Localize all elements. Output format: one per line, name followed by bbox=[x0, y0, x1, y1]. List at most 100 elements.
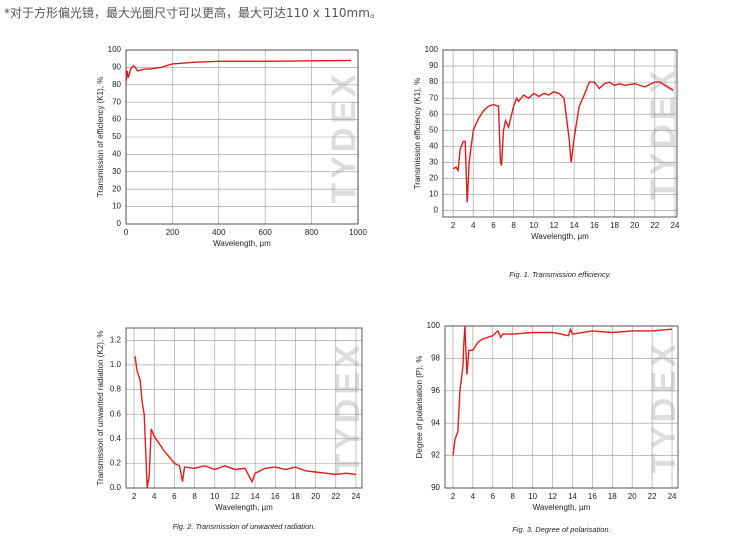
x-tick-label: 10 bbox=[528, 492, 537, 501]
x-tick-label: 6 bbox=[172, 492, 177, 501]
y-tick-label: 90 bbox=[429, 61, 438, 70]
y-axis-label: Transmission of unwanted radiation (K2),… bbox=[96, 331, 105, 486]
x-tick-label: 16 bbox=[588, 492, 597, 501]
x-tick-label: 18 bbox=[610, 221, 619, 230]
y-tick-label: 40 bbox=[429, 141, 438, 150]
y-tick-label: 30 bbox=[112, 167, 121, 176]
y-tick-label: 100 bbox=[108, 45, 122, 54]
x-tick-label: 8 bbox=[510, 492, 515, 501]
caption: Fig. 3. Degree of polarisation. bbox=[512, 525, 610, 534]
y-tick-label: 0.2 bbox=[110, 458, 122, 467]
y-tick-label: 40 bbox=[112, 150, 121, 159]
y-tick-label: 0 bbox=[117, 219, 122, 228]
data-line bbox=[452, 325, 673, 456]
x-tick-label: 2 bbox=[451, 492, 456, 501]
x-tick-label: 12 bbox=[230, 492, 239, 501]
x-tick-label: 14 bbox=[568, 492, 577, 501]
x-tick-label: 600 bbox=[259, 228, 273, 237]
y-axis-label: Transmission of efficiency (K1), % bbox=[96, 77, 105, 197]
y-tick-label: 80 bbox=[429, 77, 438, 86]
y-tick-label: 10 bbox=[112, 202, 121, 211]
y-tick-label: 100 bbox=[425, 45, 439, 54]
y-tick-label: 50 bbox=[112, 132, 121, 141]
x-tick-label: 22 bbox=[331, 492, 340, 501]
x-axis-label: Wavelength, µm bbox=[213, 239, 271, 248]
y-tick-label: 0.8 bbox=[110, 385, 122, 394]
y-tick-label: 96 bbox=[431, 386, 440, 395]
x-tick-label: 0 bbox=[124, 228, 129, 237]
x-axis-label: Wavelength, µm bbox=[533, 503, 591, 512]
y-tick-label: 30 bbox=[429, 158, 438, 167]
x-tick-label: 6 bbox=[491, 221, 496, 230]
x-tick-label: 18 bbox=[291, 492, 300, 501]
y-axis-label: Degree of polarisation (P), % bbox=[415, 356, 424, 459]
y-tick-label: 20 bbox=[112, 184, 121, 193]
x-tick-label: 6 bbox=[491, 492, 496, 501]
x-tick-label: 12 bbox=[548, 492, 557, 501]
x-tick-label: 14 bbox=[251, 492, 260, 501]
x-tick-label: 2 bbox=[132, 492, 137, 501]
x-tick-label: 10 bbox=[210, 492, 219, 501]
y-tick-label: 70 bbox=[112, 97, 121, 106]
y-tick-label: 60 bbox=[429, 109, 438, 118]
y-tick-label: 80 bbox=[112, 80, 121, 89]
x-tick-label: 14 bbox=[570, 221, 579, 230]
y-tick-label: 10 bbox=[429, 190, 438, 199]
x-tick-label: 24 bbox=[671, 221, 680, 230]
y-tick-label: 60 bbox=[112, 115, 121, 124]
y-tick-label: 70 bbox=[429, 93, 438, 102]
data-line bbox=[452, 81, 674, 203]
watermark: TYDEX bbox=[329, 341, 367, 474]
y-tick-label: 100 bbox=[427, 321, 441, 330]
x-tick-label: 24 bbox=[351, 492, 360, 501]
x-axis-label: Wavelength, µm bbox=[531, 232, 589, 241]
x-tick-label: 1000 bbox=[349, 228, 367, 237]
y-tick-label: 90 bbox=[431, 483, 440, 492]
data-line bbox=[125, 59, 352, 82]
plot-frame bbox=[125, 327, 363, 489]
caption: Fig. 1. Transmission efficiency. bbox=[509, 270, 611, 279]
x-tick-label: 10 bbox=[529, 221, 538, 230]
x-axis-label: Wavelength, µm bbox=[215, 503, 273, 512]
x-tick-label: 200 bbox=[166, 228, 180, 237]
x-tick-label: 18 bbox=[608, 492, 617, 501]
watermark: TYDEX bbox=[645, 340, 683, 473]
plot-frame bbox=[125, 49, 359, 225]
x-tick-label: 24 bbox=[668, 492, 677, 501]
x-tick-label: 20 bbox=[311, 492, 320, 501]
y-axis-label: Transmission efficiency (K1), % bbox=[413, 78, 422, 190]
x-tick-label: 16 bbox=[271, 492, 280, 501]
x-tick-label: 20 bbox=[630, 221, 639, 230]
x-tick-label: 4 bbox=[152, 492, 157, 501]
x-tick-label: 8 bbox=[511, 221, 516, 230]
y-tick-label: 90 bbox=[112, 63, 121, 72]
x-tick-label: 4 bbox=[471, 221, 476, 230]
note: *对于方形偏光镜，最大光圈尺寸可以更高，最大可达110 x 110mm。 bbox=[4, 6, 382, 20]
x-tick-label: 400 bbox=[212, 228, 226, 237]
x-tick-label: 12 bbox=[549, 221, 558, 230]
caption: Fig. 2. Transmission of unwanted radiati… bbox=[173, 522, 316, 531]
y-tick-label: 0.0 bbox=[110, 483, 122, 492]
y-tick-label: 0.4 bbox=[110, 434, 122, 443]
x-tick-label: 8 bbox=[192, 492, 197, 501]
x-tick-label: 20 bbox=[628, 492, 637, 501]
x-tick-label: 800 bbox=[305, 228, 319, 237]
x-tick-label: 4 bbox=[471, 492, 476, 501]
x-tick-label: 2 bbox=[451, 221, 456, 230]
data-line bbox=[134, 356, 356, 489]
plot-frame bbox=[444, 325, 679, 489]
y-tick-label: 0 bbox=[434, 206, 439, 215]
y-tick-label: 20 bbox=[429, 174, 438, 183]
x-tick-label: 16 bbox=[590, 221, 599, 230]
y-tick-label: 0.6 bbox=[110, 409, 122, 418]
x-tick-label: 22 bbox=[648, 492, 657, 501]
y-tick-label: 1.2 bbox=[110, 335, 122, 344]
y-tick-label: 98 bbox=[431, 354, 440, 363]
x-tick-label: 22 bbox=[650, 221, 659, 230]
plot-frame bbox=[442, 49, 678, 218]
watermark: TYDEX bbox=[644, 67, 682, 200]
y-tick-label: 1.0 bbox=[110, 360, 122, 369]
y-tick-label: 92 bbox=[431, 451, 440, 460]
